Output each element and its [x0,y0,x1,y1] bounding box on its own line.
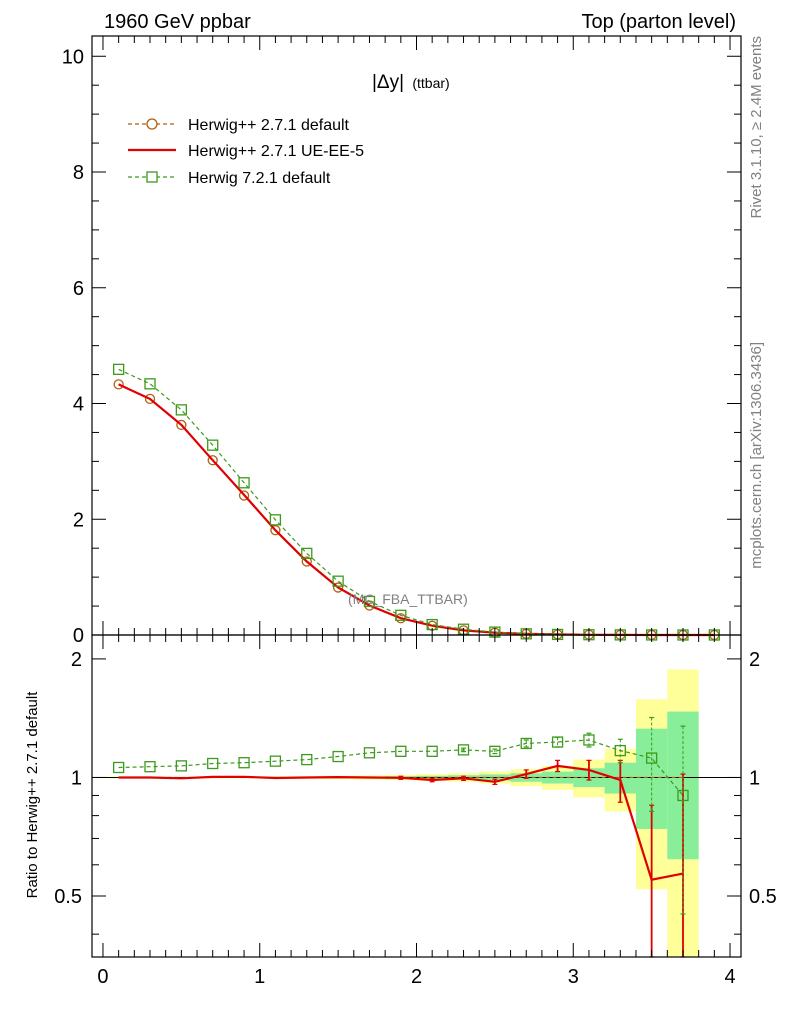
ratio-point-square [489,745,501,757]
ratio-point-square [395,745,407,757]
ratio-ytick-label-right: 1 [749,767,760,789]
ratio-point-square [520,737,532,750]
ratio-ytick-label-left: 2 [71,649,82,671]
ratio-ylabel: Ratio to Herwig++ 2.7.1 default [24,691,41,899]
data-curves [112,363,721,958]
legend-label-1: Herwig++ 2.7.1 UE-EE-5 [188,143,364,160]
ratio-ytick-label-left: 0.5 [54,886,82,908]
ratio-xtick-label: 0 [97,966,108,988]
legend-label-2: Herwig 7.2.1 default [188,170,331,187]
ratio-xtick-label: 2 [411,966,422,988]
ratio-point-square [583,734,595,746]
ratio-point-square [301,753,313,766]
header-right: Top (parton level) [581,11,736,33]
main-point-square [207,439,219,451]
main-ytick-label: 10 [62,46,84,68]
main-point-square [112,363,125,376]
main-point-square [363,595,376,608]
main-ytick-label: 0 [73,625,84,647]
ratio-point-square [238,757,250,769]
watermark: (MC_FBA_TTBAR) [348,591,468,607]
legend-marker-circle [146,118,158,130]
ratio-point-square [363,747,376,759]
main-title-sub: (ttbar) [412,75,449,91]
ratio-uncertainty-bands [102,669,699,957]
main-point-square [301,547,313,560]
ratio-point-square [144,761,156,773]
ratio-point-square [207,757,219,770]
ratio-ytick-label-right: 0.5 [749,886,777,908]
ratio-point-square [175,760,188,772]
ratio-ytick-label-right: 2 [749,649,760,671]
legend: Herwig++ 2.7.1 default Herwig++ 2.7.1 UE-… [128,117,364,187]
ratio-xtick-label: 1 [254,966,265,988]
rivet-label: Rivet 3.1.10, ≥ 2.4M events [748,36,765,219]
ratio-point-square [457,744,470,756]
ratio-point-square [112,761,125,774]
ratio-xtick-label: 4 [724,966,735,988]
legend-label-0: Herwig++ 2.7.1 default [188,117,350,134]
ratio-point-square [551,736,564,748]
main-point-square [175,404,188,416]
main-point-square [332,575,344,587]
ratio-point-square [677,789,689,802]
ratio-xtick-label: 3 [568,966,579,988]
main-title: |Δy| (ttbar) [372,72,450,93]
header-left: 1960 GeV ppbar [104,11,251,33]
ratio-ytick-label-left: 1 [71,767,82,789]
source-label: mcplots.cern.ch [arXiv:1306.3436] [748,342,765,569]
ratio-point-square [332,750,344,763]
main-point-square [238,477,250,489]
main-ytick-label: 4 [73,394,84,416]
ratio-point-square [269,755,282,767]
main-ytick-label: 6 [73,278,84,300]
main-point-square [144,378,156,390]
legend-marker-square [146,171,158,183]
ratio-point-square [645,752,658,764]
main-point-square [269,514,282,526]
main-point-square [395,609,407,621]
main-title-var: |Δy| [372,72,404,93]
main-ytick-label: 8 [73,162,84,184]
main-ytick-label: 2 [73,509,84,531]
ratio-point-square [426,745,438,757]
ratio-point-square [614,744,626,757]
